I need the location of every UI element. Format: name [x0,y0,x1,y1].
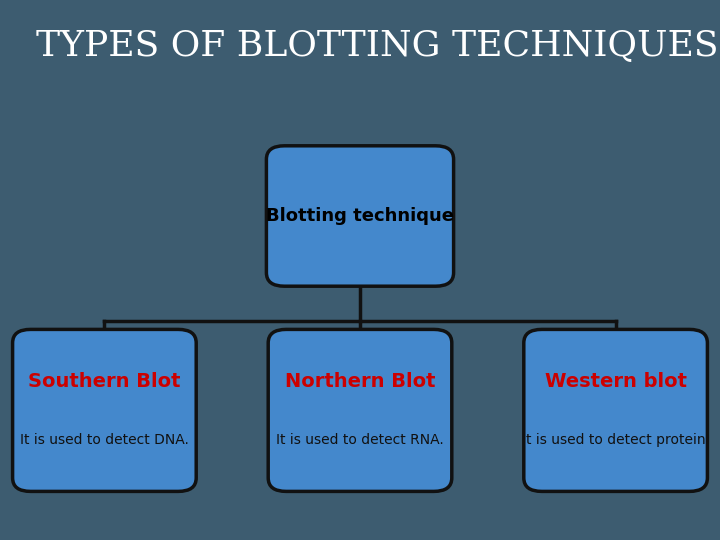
Text: Western blot: Western blot [544,372,687,391]
Text: It is used to detect DNA.: It is used to detect DNA. [20,433,189,447]
FancyBboxPatch shape [266,146,454,286]
FancyBboxPatch shape [268,329,452,491]
Text: Blotting technique: Blotting technique [266,207,454,225]
FancyBboxPatch shape [12,329,196,491]
Text: Northern Blot: Northern Blot [284,372,436,391]
Text: TYPES OF BLOTTING TECHNIQUES: TYPES OF BLOTTING TECHNIQUES [36,29,719,63]
Text: Southern Blot: Southern Blot [28,372,181,391]
Text: It is used to detect RNA.: It is used to detect RNA. [276,433,444,447]
Text: It is used to detect protein.: It is used to detect protein. [521,433,710,447]
FancyBboxPatch shape [524,329,707,491]
